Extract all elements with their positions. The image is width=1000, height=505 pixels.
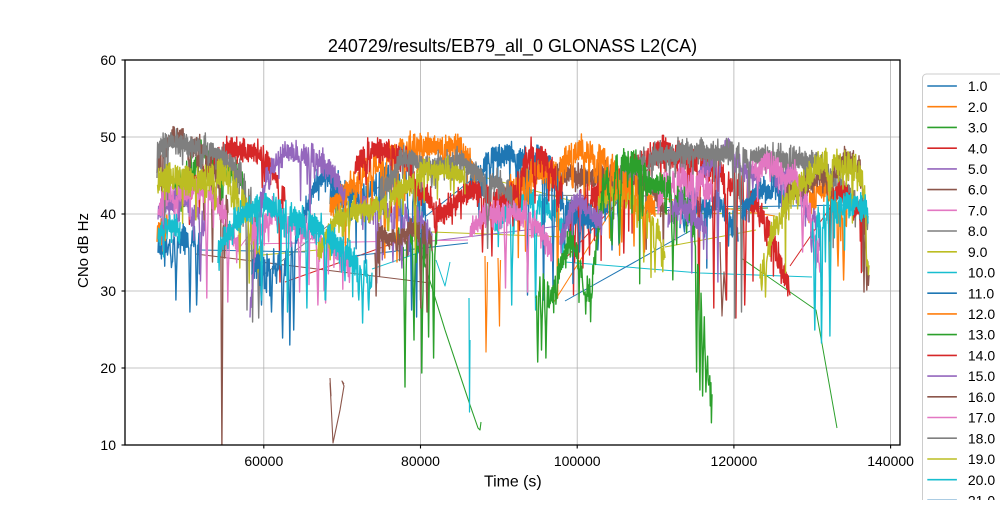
svg-text:12.0: 12.0 <box>968 306 995 322</box>
svg-text:1.0: 1.0 <box>968 78 988 94</box>
svg-text:6.0: 6.0 <box>968 182 988 198</box>
svg-text:16.0: 16.0 <box>968 389 995 405</box>
svg-text:18.0: 18.0 <box>968 430 995 446</box>
svg-text:14.0: 14.0 <box>968 348 995 364</box>
svg-text:9.0: 9.0 <box>968 244 988 260</box>
svg-text:CNo dB Hz: CNo dB Hz <box>75 213 92 288</box>
svg-text:240729/results/EB79_all_0 GLON: 240729/results/EB79_all_0 GLONASS L2(CA) <box>328 36 697 57</box>
svg-text:7.0: 7.0 <box>968 202 988 218</box>
svg-text:50: 50 <box>100 129 116 145</box>
svg-text:11.0: 11.0 <box>968 285 994 301</box>
svg-text:3.0: 3.0 <box>968 120 988 136</box>
svg-text:60: 60 <box>100 52 116 68</box>
svg-text:30: 30 <box>100 283 116 299</box>
svg-text:15.0: 15.0 <box>968 368 995 384</box>
svg-text:21.0: 21.0 <box>968 493 995 501</box>
svg-text:10.0: 10.0 <box>968 265 995 281</box>
svg-text:80000: 80000 <box>401 453 440 469</box>
svg-text:Time (s): Time (s) <box>484 474 542 491</box>
svg-text:20: 20 <box>100 360 116 376</box>
svg-text:20.0: 20.0 <box>968 472 995 488</box>
svg-text:60000: 60000 <box>244 453 283 469</box>
svg-text:8.0: 8.0 <box>968 223 988 239</box>
svg-text:140000: 140000 <box>867 453 914 469</box>
svg-text:100000: 100000 <box>554 453 601 469</box>
svg-text:5.0: 5.0 <box>968 161 988 177</box>
svg-text:2.0: 2.0 <box>968 99 988 115</box>
svg-text:40: 40 <box>100 206 116 222</box>
svg-text:17.0: 17.0 <box>968 410 995 426</box>
svg-text:4.0: 4.0 <box>968 140 988 156</box>
svg-text:13.0: 13.0 <box>968 327 995 343</box>
svg-text:19.0: 19.0 <box>968 451 995 467</box>
svg-text:120000: 120000 <box>711 453 758 469</box>
svg-text:10: 10 <box>100 437 116 453</box>
